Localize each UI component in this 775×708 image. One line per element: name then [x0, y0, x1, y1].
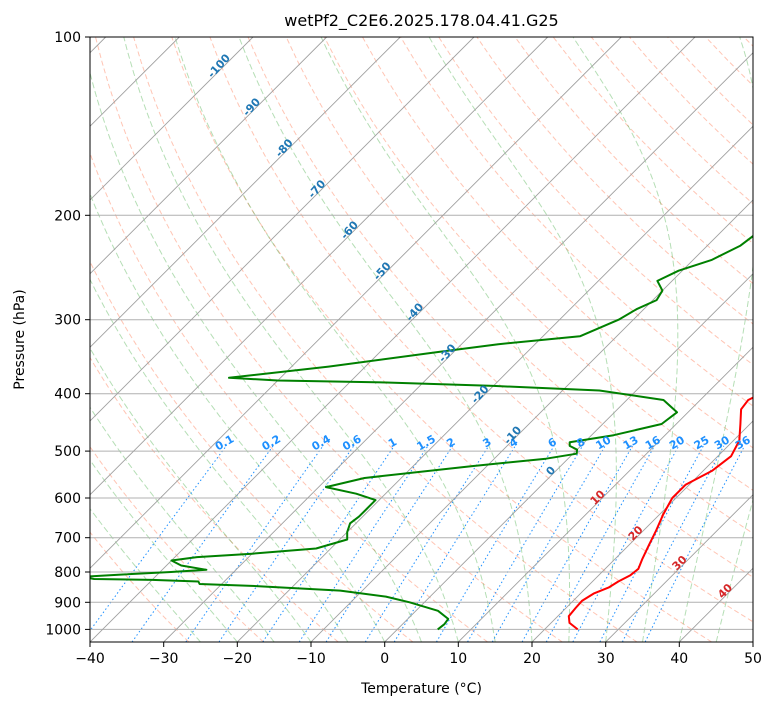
- skewed-isotherm: [90, 37, 622, 569]
- x-tick-label: −10: [296, 651, 326, 667]
- x-tick-label: −40: [75, 651, 105, 667]
- dry-adiabat-line: [90, 151, 488, 642]
- mixing-ratio-line: [298, 445, 429, 642]
- mixing-ratio-line: [131, 445, 274, 642]
- mixing-ratio-line: [185, 445, 324, 642]
- y-tick-label: 900: [54, 595, 81, 611]
- mixing-ratio-line: [325, 445, 454, 642]
- y-axis-label: Pressure (hPa): [12, 289, 28, 389]
- skewed-isotherm: [310, 199, 753, 642]
- dry-adiabat-line: [90, 531, 190, 642]
- chart-title: wetPf2_C2E6.2025.178.04.41.G25: [284, 11, 558, 31]
- moist-adiabat-line: [678, 37, 753, 642]
- mixing-ratio-line: [467, 445, 584, 642]
- dewpoint-profile-line: [90, 234, 753, 631]
- moist-adiabat-line: [90, 406, 275, 642]
- x-tick-label: 50: [744, 651, 762, 667]
- temperature-profile-line: [567, 396, 753, 631]
- mixing-ratio-line: [364, 445, 490, 642]
- mixing-ratio-line: [435, 445, 555, 642]
- x-tick-label: 10: [449, 651, 467, 667]
- x-tick-label: 30: [597, 651, 615, 667]
- y-tick-label: 700: [54, 531, 81, 547]
- mixing-ratio-line: [521, 445, 633, 642]
- y-tick-label: 200: [54, 208, 81, 224]
- dry-adiabat-line: [400, 37, 753, 407]
- dry-adiabat-line: [247, 37, 753, 578]
- y-tick-label: 300: [54, 313, 81, 329]
- dry-adiabat-line: [171, 37, 712, 642]
- moist-adiabat-line: [320, 37, 571, 642]
- moist-adiabat-line: [572, 37, 679, 642]
- skewed-isotherm: [90, 37, 401, 348]
- skewed-isotherm: [384, 273, 753, 642]
- skewed-isotherm: [90, 37, 696, 642]
- dry-adiabat-line: [438, 37, 753, 366]
- moist-adiabat-line: [90, 278, 349, 642]
- mixing-ratio-line: [218, 445, 355, 642]
- x-axis-label: Temperature (°C): [360, 681, 482, 697]
- dry-adiabat-line: [323, 37, 753, 491]
- x-tick-label: 40: [670, 651, 688, 667]
- skewed-isotherm: [90, 37, 254, 201]
- skewed-isotherm: [163, 52, 753, 642]
- x-tick-label: −30: [149, 651, 179, 667]
- moist-adiabat-line: [174, 37, 496, 642]
- dry-adiabat-line: [362, 37, 753, 449]
- dry-adiabat-line: [95, 37, 563, 642]
- plot-frame: [89, 36, 754, 643]
- dry-adiabat-line: [209, 37, 753, 623]
- dry-adiabat-line: [514, 37, 753, 285]
- dry-adiabat-line: [285, 37, 753, 535]
- y-tick-label: 1000: [45, 622, 81, 638]
- y-tick-label: 800: [54, 565, 81, 581]
- skewed-isotherm: [90, 37, 328, 275]
- moist-adiabat-line: [428, 37, 617, 642]
- y-tick-label: 500: [54, 444, 81, 460]
- moist-adiabat-line: [90, 347, 312, 642]
- moist-adiabat-line: [90, 507, 201, 642]
- moist-adiabat-line: [90, 192, 386, 642]
- skewed-isotherm: [90, 37, 549, 496]
- y-tick-label: 400: [54, 387, 81, 403]
- mixing-ratio-line: [545, 445, 656, 642]
- mixing-ratio-line: [262, 445, 395, 642]
- skewed-isotherm: [457, 346, 753, 642]
- x-tick-label: 20: [523, 651, 541, 667]
- x-tick-label: 0: [380, 651, 389, 667]
- moist-adiabat-line: [238, 37, 533, 642]
- x-tick-label: −20: [223, 651, 253, 667]
- mixing-ratio-line: [644, 445, 746, 642]
- y-tick-label: 600: [54, 491, 81, 507]
- moist-adiabat-line: [90, 459, 238, 642]
- moist-adiabat-line: [123, 37, 459, 642]
- skewed-isotherm: [90, 37, 475, 422]
- y-tick-label: 100: [54, 30, 81, 46]
- skewed-isotherm: [531, 420, 753, 642]
- skewed-isotherm: [605, 494, 753, 642]
- mixing-ratio-line: [621, 445, 725, 642]
- dry-adiabat-line: [90, 356, 339, 642]
- dry-adiabat-line: [133, 37, 638, 642]
- dry-adiabat-line: [90, 445, 264, 642]
